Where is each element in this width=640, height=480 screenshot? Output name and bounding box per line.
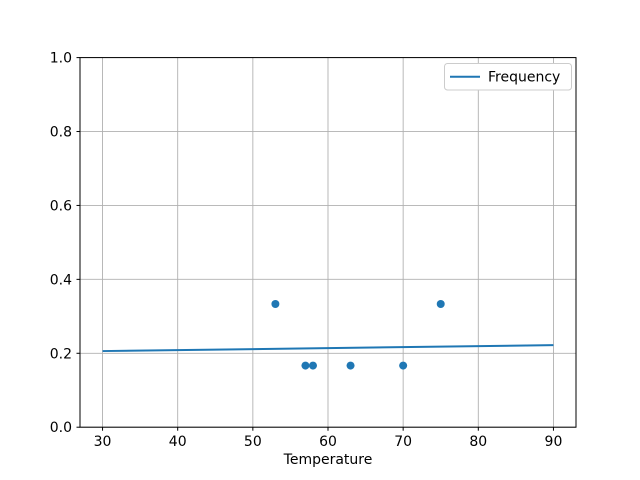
- series-points: [271, 300, 445, 370]
- y-tick-label: 0.0: [50, 420, 72, 436]
- scatter-point: [399, 361, 408, 370]
- series-lines: [102, 344, 554, 353]
- x-tick-label: 30: [94, 434, 112, 450]
- legend: Frequency: [444, 63, 572, 91]
- tick-marks: [76, 57, 554, 431]
- y-tick-label: 0.6: [50, 198, 72, 214]
- scatter-point: [436, 300, 445, 309]
- scatter-point: [346, 361, 355, 370]
- x-tick-label: 90: [545, 434, 563, 450]
- y-tick-label: 0.4: [50, 272, 72, 288]
- line-series: [102, 344, 554, 353]
- gridlines: [80, 57, 576, 428]
- y-tick-label: 0.2: [50, 346, 72, 362]
- scatter-point: [271, 300, 280, 309]
- x-tick-label: 50: [244, 434, 262, 450]
- x-tick-label: 60: [319, 434, 337, 450]
- y-tick-label: 0.8: [50, 125, 72, 141]
- x-tick-labels: 30 40 50 60 70 80 90: [94, 434, 563, 450]
- x-tick-label: 40: [169, 434, 187, 450]
- x-tick-label: 80: [469, 434, 487, 450]
- y-tick-labels: 0.0 0.2 0.4 0.6 0.8 1.0: [50, 51, 72, 437]
- scatter-point: [308, 361, 317, 370]
- x-axis-label: Temperature: [283, 452, 373, 468]
- legend-label: Frequency: [488, 70, 560, 86]
- x-tick-label: 70: [394, 434, 412, 450]
- scatter-point: [301, 361, 310, 370]
- y-tick-label: 1.0: [50, 51, 72, 67]
- legend-box: [444, 63, 572, 91]
